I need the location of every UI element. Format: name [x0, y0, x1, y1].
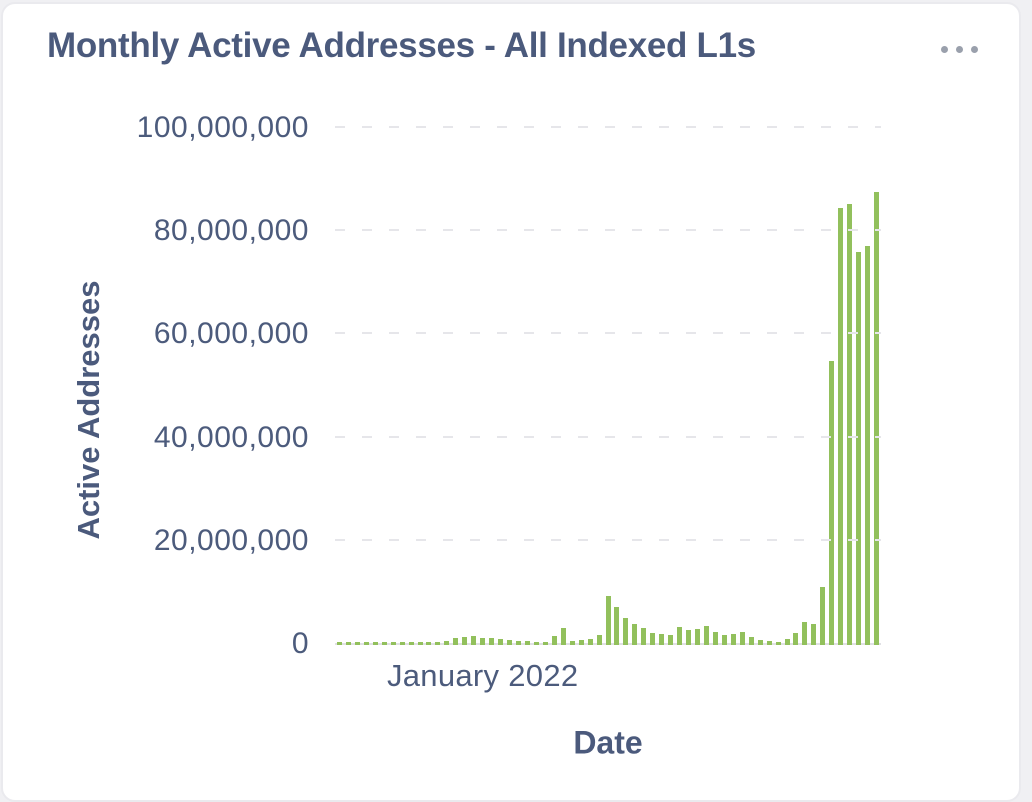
bar[interactable] [766, 641, 772, 645]
bar[interactable] [802, 622, 808, 645]
bar[interactable] [336, 642, 342, 645]
bar[interactable] [614, 607, 620, 645]
y-tick-label: 80,000,000 [153, 214, 309, 248]
bar[interactable] [811, 624, 817, 645]
bar[interactable] [569, 641, 575, 645]
bar[interactable] [641, 628, 647, 645]
y-axis-title: Active Addresses [71, 280, 106, 540]
bar[interactable] [435, 642, 441, 645]
bar[interactable] [417, 642, 423, 645]
bar[interactable] [695, 629, 700, 645]
y-tick-label: 100,000,000 [136, 111, 309, 144]
bar[interactable] [686, 630, 692, 645]
bar[interactable] [739, 632, 745, 645]
bar[interactable] [748, 637, 754, 645]
bar[interactable] [515, 641, 521, 645]
bar[interactable] [775, 642, 781, 645]
y-tick-label: 60,000,000 [153, 317, 309, 351]
bar[interactable] [605, 596, 611, 645]
bar[interactable] [399, 642, 405, 645]
bar[interactable] [498, 639, 504, 645]
bar[interactable] [874, 192, 880, 645]
ellipsis-dot-icon [955, 45, 963, 53]
bar[interactable] [363, 642, 369, 645]
plot-area: 0 20,000,000 40,000,000 60,000,000 80,000,00… [3, 111, 1019, 693]
y-tick-label: 20,000,000 [153, 523, 309, 557]
gridline [335, 126, 881, 128]
bar[interactable] [677, 627, 683, 645]
bar[interactable] [632, 624, 638, 645]
bar[interactable] [757, 640, 763, 645]
bar[interactable] [390, 642, 396, 645]
gridline [335, 332, 881, 335]
bar[interactable] [659, 634, 665, 645]
bar[interactable] [623, 618, 629, 645]
bar[interactable] [542, 642, 548, 645]
gridline [335, 229, 881, 232]
bar[interactable] [587, 639, 593, 645]
bar[interactable] [345, 642, 351, 645]
bar[interactable] [838, 208, 844, 645]
bar[interactable] [650, 633, 656, 645]
x-axis-title: Date [573, 724, 643, 761]
bar[interactable] [730, 634, 736, 645]
bar[interactable] [426, 642, 432, 645]
gridline [335, 435, 881, 438]
bar[interactable] [596, 635, 602, 645]
ellipsis-dot-icon [940, 45, 948, 53]
x-tick-label: January 2022 [386, 658, 579, 693]
bar[interactable] [480, 638, 486, 645]
bar[interactable] [471, 636, 477, 645]
chart-title: Monthly Active Addresses - All Indexed L… [47, 26, 756, 65]
bar[interactable] [703, 626, 709, 645]
bar[interactable] [381, 642, 387, 645]
bar[interactable] [847, 204, 853, 645]
y-tick-label: 0 [291, 627, 309, 660]
bar[interactable] [560, 628, 566, 645]
bar[interactable] [829, 361, 835, 645]
bars-layer [335, 124, 881, 645]
bar[interactable] [372, 642, 378, 645]
bar[interactable] [668, 635, 674, 645]
bar[interactable] [533, 642, 539, 645]
y-tick-label: 40,000,000 [153, 420, 309, 454]
bar[interactable] [453, 638, 459, 645]
bar[interactable] [793, 633, 799, 645]
bar[interactable] [462, 637, 468, 645]
bar[interactable] [578, 640, 584, 645]
bar[interactable] [524, 641, 530, 645]
bar[interactable] [865, 246, 871, 645]
bar[interactable] [551, 636, 557, 645]
ellipsis-dot-icon [970, 45, 978, 53]
bar[interactable] [489, 638, 495, 645]
bar[interactable] [354, 642, 360, 645]
bar[interactable] [820, 587, 826, 645]
bar[interactable] [507, 640, 513, 645]
bar[interactable] [408, 642, 414, 645]
bar[interactable] [444, 641, 450, 645]
bar[interactable] [721, 635, 727, 645]
card-menu-button[interactable] [927, 34, 991, 64]
bar[interactable] [784, 639, 790, 645]
bar[interactable] [856, 252, 862, 645]
gridline [335, 538, 881, 541]
bar[interactable] [712, 632, 718, 645]
